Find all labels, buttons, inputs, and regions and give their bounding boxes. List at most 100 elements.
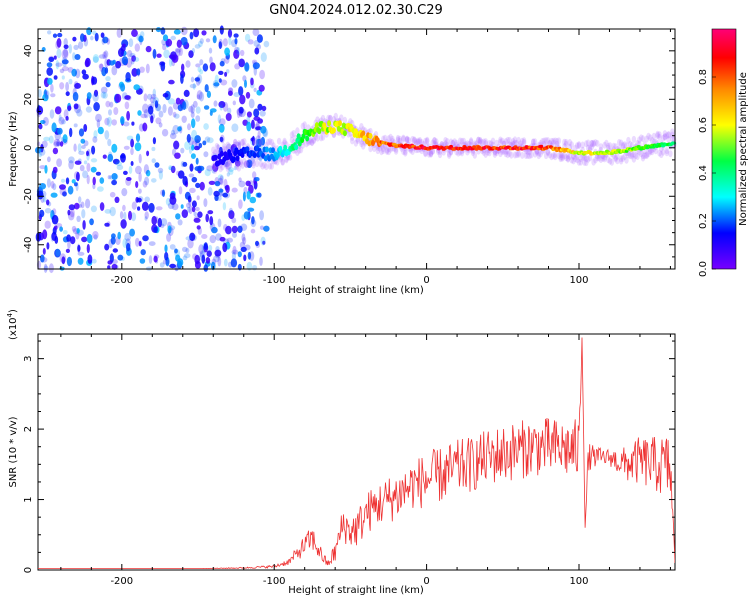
- spectrogram-cell: [191, 200, 197, 208]
- spectrogram-cell: [244, 79, 247, 89]
- snr-y-tick-label: 3: [23, 355, 34, 361]
- snr-y-tick-label: 0: [23, 567, 34, 573]
- spectrogram-cell: [591, 139, 596, 147]
- spectrogram-cell: [628, 140, 633, 148]
- spectrogram-cell: [236, 164, 242, 172]
- spectrogram-cell: [613, 155, 618, 163]
- spectrogram-cell: [258, 160, 263, 168]
- spectrogram-cell: [648, 147, 653, 155]
- spectrogram-cell: [61, 256, 66, 265]
- spectrogram-cell: [67, 211, 75, 221]
- spectrogram-cell: [251, 135, 255, 146]
- spectrogram-cell: [40, 254, 45, 263]
- spectrogram-cell: [447, 150, 452, 158]
- spectrogram-cell: [180, 204, 184, 209]
- spectrogram-cell: [240, 152, 245, 158]
- spectrogram-cell: [195, 182, 201, 189]
- spectrogram-cell: [92, 176, 96, 186]
- spectrogram-cell: [582, 154, 587, 162]
- spectrogram-cell: [554, 140, 560, 148]
- spectrogram-cell: [163, 49, 170, 59]
- spectrogram-cell: [487, 140, 492, 147]
- spectrogram-cell: [120, 116, 125, 125]
- spectrogram-cell: [62, 66, 69, 72]
- spectrogram-cell: [249, 196, 257, 204]
- spectrogram-cell: [580, 141, 585, 149]
- spectrogram-cell: [664, 132, 669, 140]
- spectrogram-cell: [525, 152, 530, 159]
- spectrogram-cell: [613, 143, 618, 151]
- spectrogram-cell: [171, 203, 179, 211]
- spectrogram-cell: [223, 161, 229, 169]
- spectrogram-cell: [129, 53, 136, 58]
- spectrogram-cell: [50, 233, 55, 242]
- spectrogram-cell: [275, 152, 280, 159]
- spectrogram-cell: [512, 151, 518, 159]
- spectrogram-cell: [225, 225, 232, 235]
- spectrogram-cell: [47, 201, 52, 207]
- spectrogram-cell: [534, 148, 540, 156]
- spectrogram-cell: [195, 106, 201, 114]
- spectrogram-cell: [131, 68, 138, 77]
- spectrogram-cell: [509, 151, 514, 159]
- spectrogram-cell: [115, 161, 122, 167]
- spectrogram-cell: [167, 98, 175, 105]
- spectrogram-cell: [102, 154, 107, 159]
- spectrogram-cell: [56, 158, 62, 168]
- spectrogram-cell: [160, 189, 165, 196]
- spectrogram-cell: [468, 137, 474, 145]
- spectrogram-cell: [646, 132, 651, 140]
- spectrogram-cell: [122, 121, 130, 127]
- spectrogram-cell: [648, 148, 653, 156]
- spectrogram-cell: [193, 216, 200, 223]
- spectrogram-cell: [448, 138, 454, 146]
- spectrogram-cell: [78, 41, 84, 50]
- spectrogram-cell: [260, 52, 267, 63]
- spectrogram-cell: [55, 62, 63, 67]
- spectrogram-cell: [81, 209, 86, 219]
- spectrogram-cell: [176, 170, 180, 176]
- spectrogram-cell: [169, 244, 176, 250]
- spectrogram-cell: [269, 138, 274, 146]
- spectrogram-cell: [512, 139, 518, 147]
- spectrogram-cell: [182, 175, 188, 186]
- spectrogram-cell: [233, 138, 238, 146]
- spectrogram-cell: [172, 124, 180, 135]
- spectrogram-cell: [611, 142, 616, 150]
- spectrogram-cell: [527, 152, 532, 160]
- spectrogram-cell: [115, 60, 122, 69]
- spectrogram-cell: [500, 137, 505, 145]
- spectrogram-cell: [220, 134, 225, 144]
- spectrogram-cell: [183, 253, 191, 259]
- spectrogram-cell: [609, 151, 614, 156]
- snr-y-ticks: 0 1 2 3: [23, 340, 675, 573]
- spectrogram-cell: [135, 237, 140, 247]
- spectrogram-cell: [131, 121, 135, 126]
- spectrogram-cell: [228, 36, 232, 46]
- spectrogram-cell: [192, 82, 196, 90]
- spectrogram-cell: [195, 157, 199, 165]
- spectrogram-cell: [121, 43, 126, 48]
- spectrogram-cell: [500, 148, 505, 156]
- spectrogram-cell: [284, 155, 289, 163]
- spectrogram-cell: [58, 116, 65, 125]
- spectrogram-cell: [253, 108, 260, 118]
- spectrogram-cell: [256, 119, 260, 130]
- spectrogram-cell: [61, 139, 68, 145]
- spectrogram-y-label: Frequency (Hz): [8, 111, 19, 187]
- spectrogram-cell: [459, 137, 465, 145]
- spectrogram-cell: [62, 230, 68, 235]
- spectrogram-cell: [264, 146, 269, 153]
- spectrogram-cell: [195, 206, 200, 212]
- spectrogram-cell: [401, 134, 406, 142]
- spectrogram-cell: [311, 136, 316, 144]
- spectrogram-cell: [250, 77, 254, 86]
- spectrogram-cell: [338, 120, 342, 127]
- spectrogram-cell: [168, 57, 173, 67]
- spectrogram-cell: [664, 149, 669, 157]
- spectrogram-cell: [174, 248, 178, 254]
- spectrogram-cell: [218, 165, 223, 173]
- spectrogram-cell: [242, 157, 247, 165]
- spectrogram-cell: [253, 87, 257, 93]
- spectrogram-cell: [74, 54, 81, 60]
